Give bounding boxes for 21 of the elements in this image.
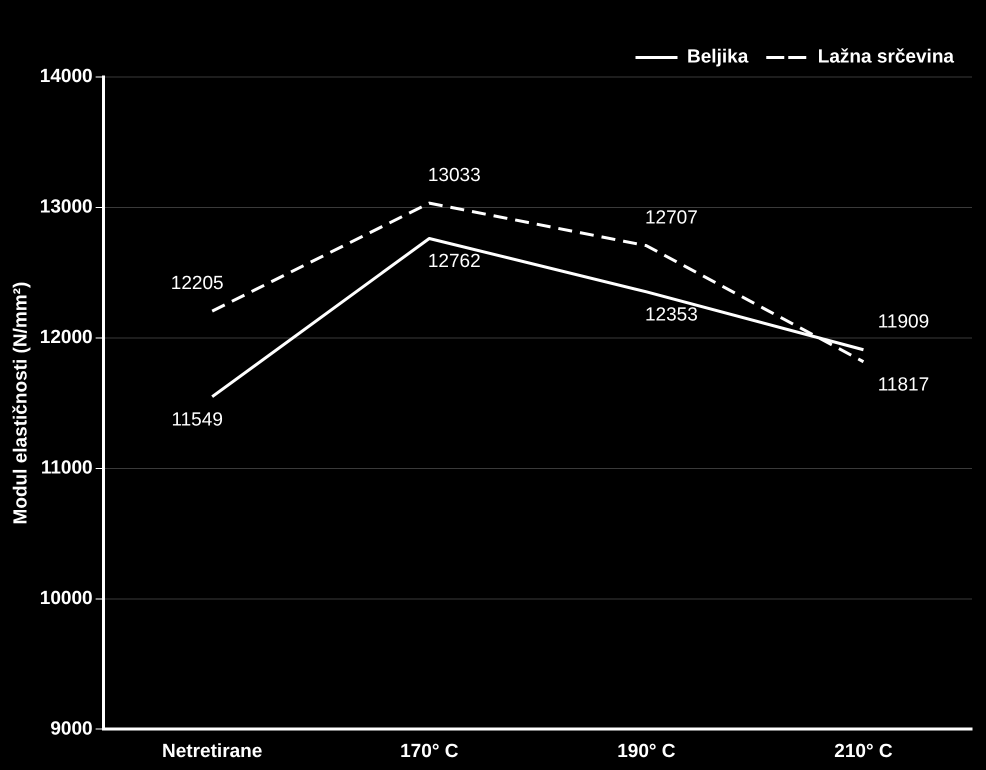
x-tick-label: Netretirane xyxy=(162,740,262,762)
data-label: 12762 xyxy=(428,251,481,272)
y-axis-title: Modul elastičnosti (N/mm²) xyxy=(10,282,32,524)
y-tick-label: 14000 xyxy=(40,66,93,88)
y-tick-label: 13000 xyxy=(40,196,93,218)
y-tick-label: 9000 xyxy=(50,718,93,740)
x-tick-label: 170° C xyxy=(400,740,459,762)
x-tick-label: 190° C xyxy=(617,740,676,762)
data-label: 13033 xyxy=(428,164,481,186)
data-label: 12353 xyxy=(644,304,698,326)
y-tick-label: 11000 xyxy=(40,458,93,479)
data-label: 11549 xyxy=(171,409,223,430)
data-label: 11817 xyxy=(878,374,930,396)
data-label: 12205 xyxy=(170,272,224,294)
y-tick-label: 12000 xyxy=(40,327,93,348)
legend-label: Beljika xyxy=(687,46,749,68)
legend-label: Lažna srčevina xyxy=(818,46,954,68)
x-tick-label: 210° C xyxy=(834,740,893,762)
data-label: 11909 xyxy=(878,311,930,332)
data-label: 12707 xyxy=(644,207,698,228)
y-tick-label: 10000 xyxy=(40,588,93,609)
